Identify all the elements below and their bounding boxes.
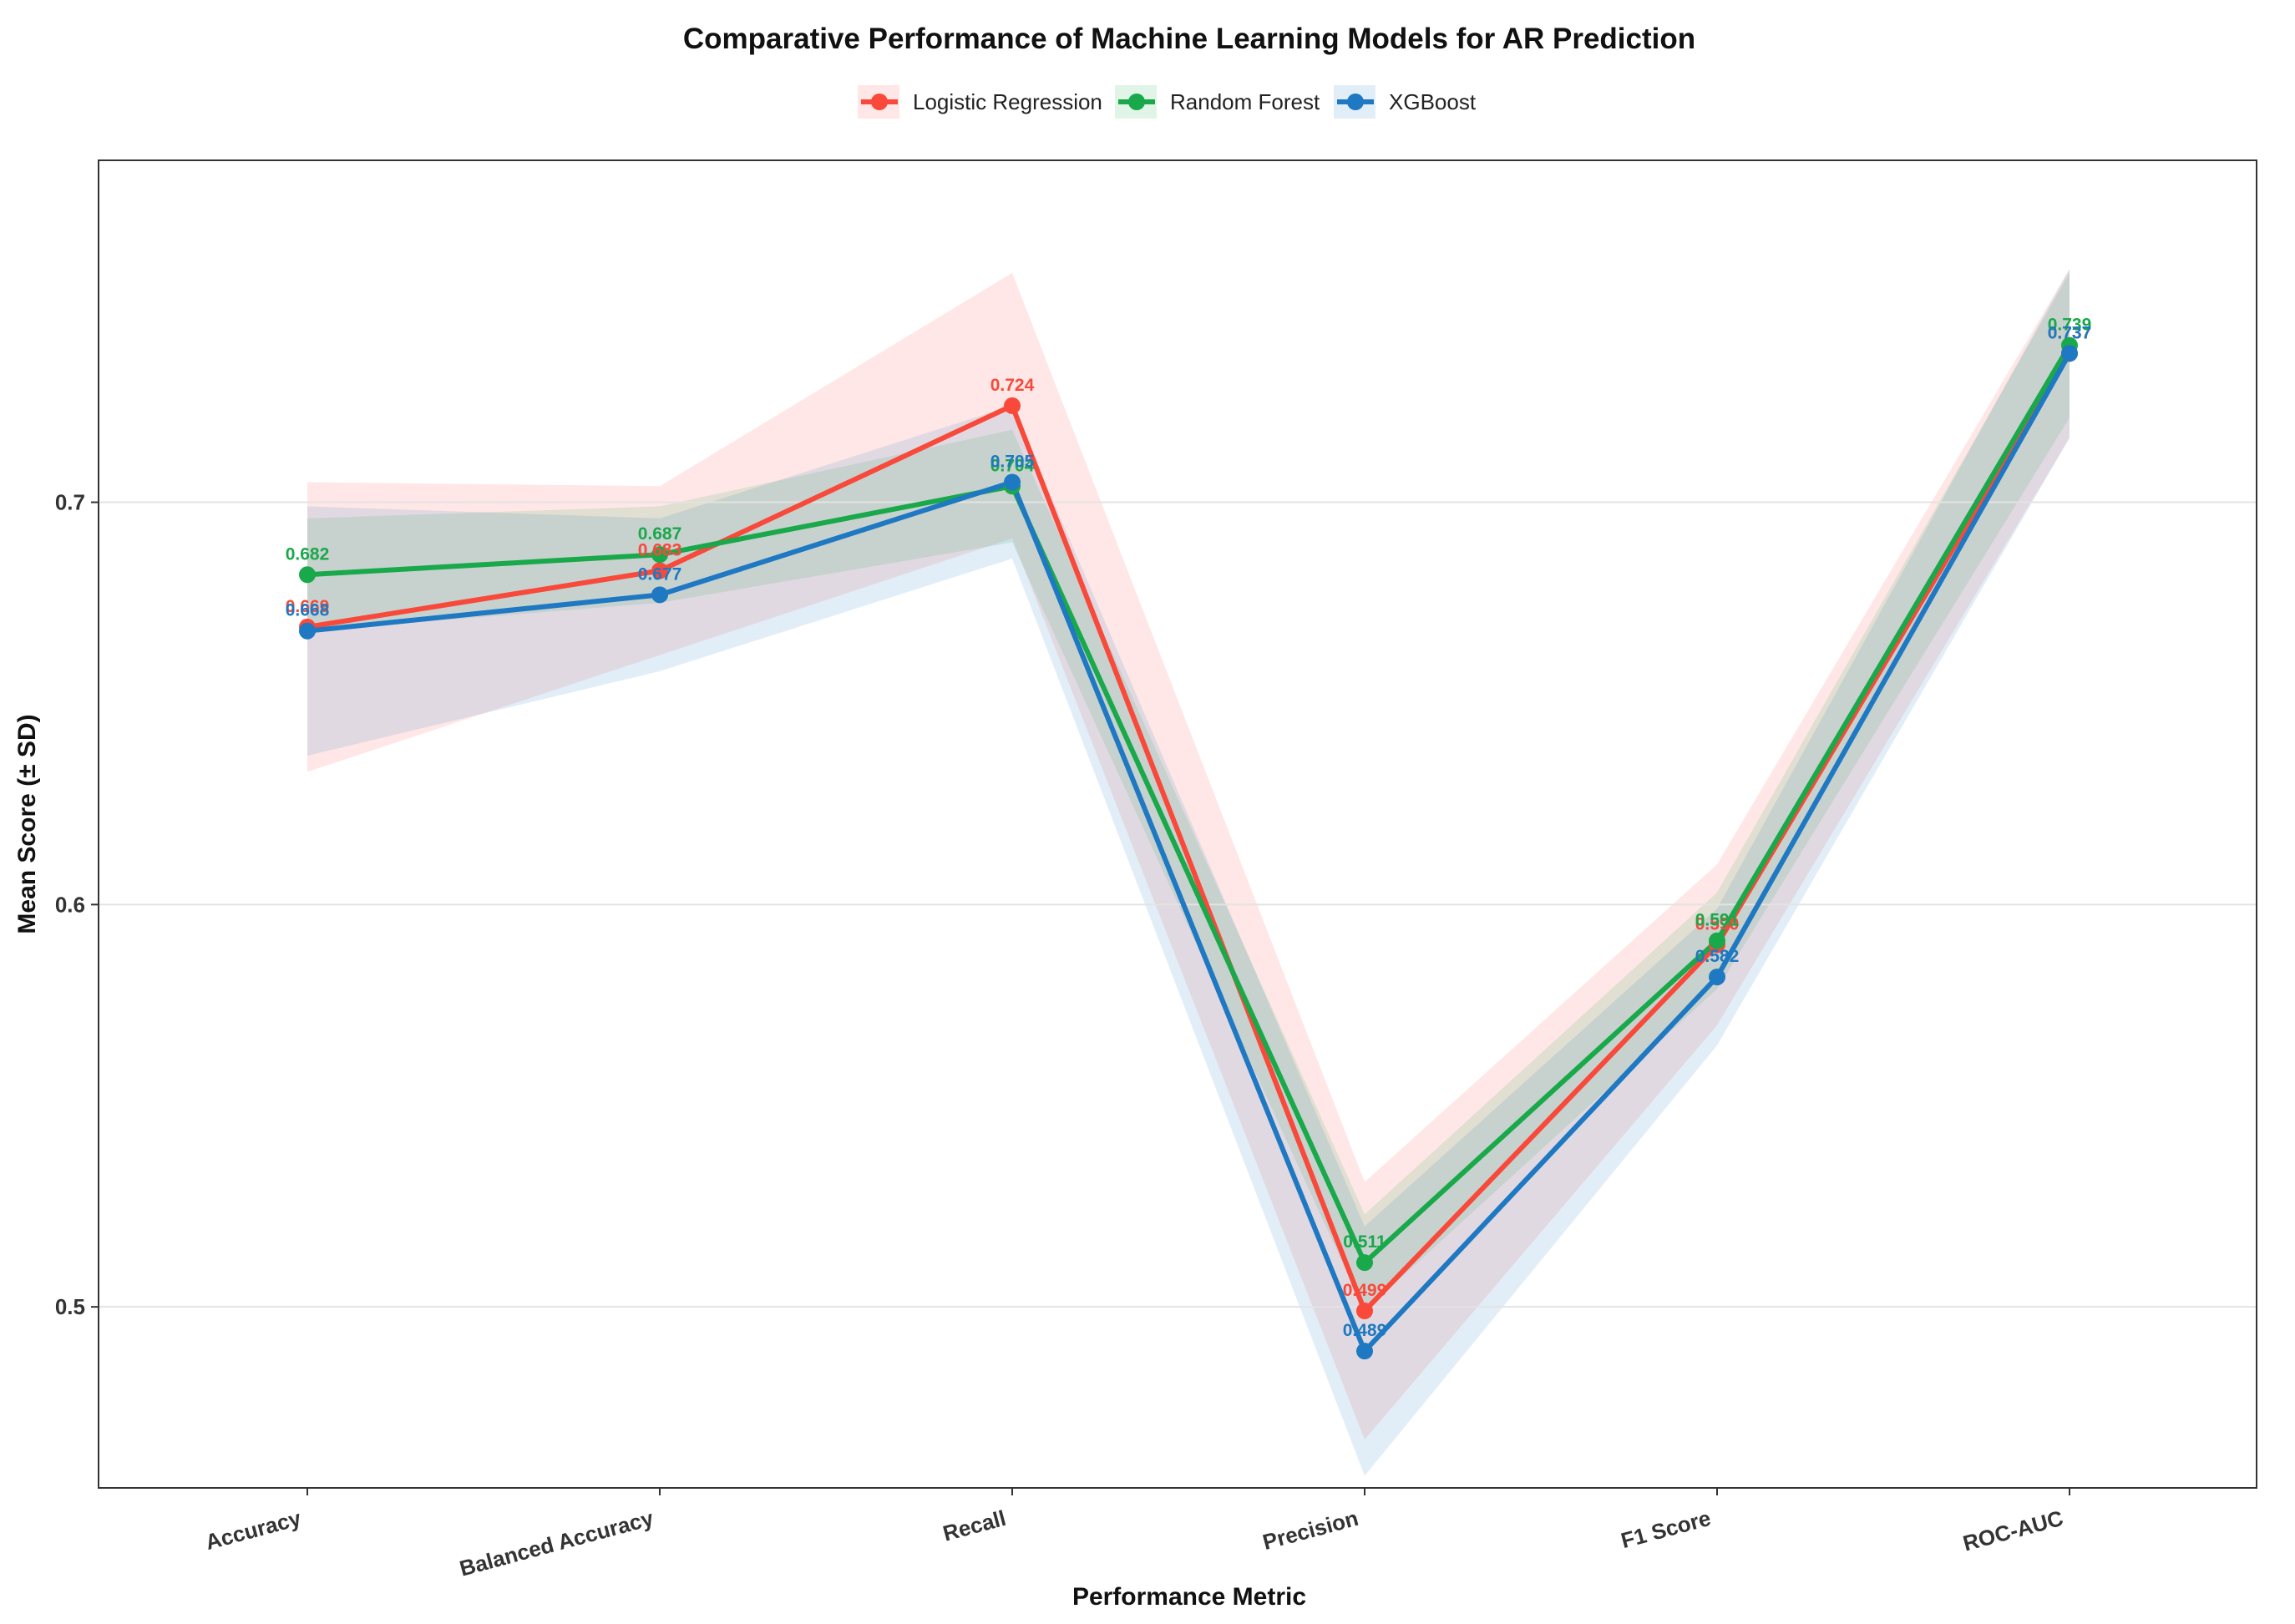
panel-border (98, 159, 2257, 1489)
y-axis: 0.5 0.6 0.7 (55, 490, 99, 1319)
x-tick-label: ROC-AUC (1960, 1505, 2066, 1556)
legend-key-point (1347, 94, 1364, 110)
data-label: 0.705 (990, 452, 1035, 471)
data-point (1356, 1343, 1373, 1360)
data-points (299, 336, 2078, 1360)
x-tick-label: Accuracy (203, 1505, 304, 1555)
x-axis: Accuracy Balanced Accuracy Recall Precision… (203, 1488, 2070, 1581)
data-point (651, 586, 668, 604)
sd-band (307, 272, 2070, 1311)
x-tick-label: Recall (940, 1505, 1009, 1546)
data-labels: 0.669 0.683 0.724 0.499 0.590 0.737 0.682 0.687… (286, 316, 2092, 1341)
data-label: 0.590 (1695, 915, 1740, 934)
gridlines (99, 501, 2257, 1308)
data-point (1709, 932, 1725, 949)
legend: Logistic Regression Random Forest XGBoost (858, 85, 1477, 119)
y-axis-title: Mean Score (± SD) (13, 714, 41, 933)
data-point (299, 566, 316, 584)
legend-key-point (871, 94, 888, 110)
x-axis-title: Performance Metric (1072, 1583, 1306, 1611)
x-tick-label: Balanced Accuracy (457, 1505, 656, 1581)
data-label: 0.591 (1695, 911, 1740, 930)
x-tick-label: F1 Score (1619, 1505, 1714, 1553)
data-label: 0.489 (1343, 1321, 1387, 1340)
data-point (1356, 1254, 1373, 1272)
series-line (305, 351, 2072, 1354)
data-point (1004, 473, 1021, 491)
data-label: 0.582 (1695, 947, 1740, 966)
y-tick-label: 0.7 (55, 490, 85, 515)
data-point (299, 622, 316, 640)
series-lines (305, 342, 2072, 1354)
legend-label: Random Forest (1170, 89, 1320, 114)
data-label: 0.677 (638, 564, 682, 584)
data-label: 0.704 (990, 456, 1035, 475)
data-label: 0.737 (2048, 323, 2092, 342)
data-point (1356, 1303, 1373, 1319)
data-label: 0.669 (286, 597, 330, 616)
data-label: 0.737 (2048, 323, 2092, 342)
data-label: 0.724 (990, 376, 1035, 395)
data-label: 0.499 (1343, 1281, 1387, 1300)
x-tick-label: Precision (1260, 1505, 1361, 1555)
data-label: 0.668 (286, 601, 330, 620)
data-point (1709, 969, 1725, 986)
data-label: 0.682 (286, 544, 330, 564)
data-label: 0.683 (638, 540, 682, 559)
chart-title: Comparative Performance of Machine Learn… (683, 23, 1695, 55)
data-label: 0.739 (2048, 316, 2092, 335)
series-line (305, 342, 2072, 1266)
legend-label: Logistic Regression (913, 89, 1102, 114)
y-tick-label: 0.5 (55, 1294, 85, 1319)
data-point (651, 562, 668, 579)
data-label: 0.511 (1343, 1232, 1386, 1252)
legend-key-point (1128, 94, 1145, 110)
y-tick-label: 0.6 (55, 892, 85, 917)
data-point (1004, 397, 1021, 414)
legend-label: XGBoost (1389, 89, 1477, 114)
data-point (651, 546, 668, 564)
data-point (2061, 345, 2078, 362)
data-label: 0.687 (638, 524, 682, 544)
